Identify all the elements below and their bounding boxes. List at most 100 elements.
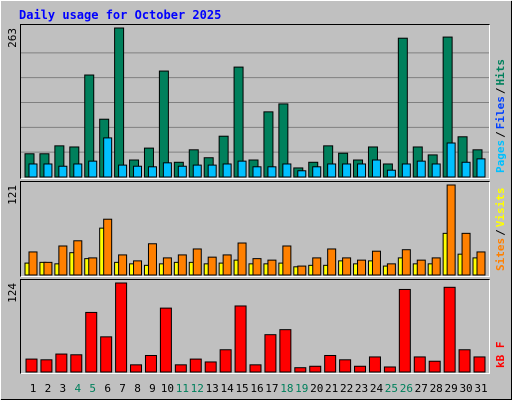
bar [461, 232, 471, 276]
panel [20, 279, 490, 374]
panel-border-dark [20, 279, 490, 374]
x-tick-label: 25 [385, 382, 398, 395]
bar [40, 359, 53, 373]
bar [43, 261, 53, 276]
legend: Pages/Files/Hits [494, 59, 507, 173]
bar [177, 165, 187, 178]
x-tick-label: 11 [176, 382, 189, 395]
bar [446, 142, 456, 178]
y-tick-label: 263 [6, 28, 19, 48]
bar [327, 163, 337, 178]
bar [282, 245, 292, 276]
legend: kB F [494, 342, 507, 369]
panel-border-dark [20, 181, 490, 277]
bar [114, 27, 125, 178]
bar [237, 160, 247, 178]
bar [461, 161, 471, 178]
x-tick-label: 1 [30, 382, 37, 395]
bar [446, 184, 456, 276]
x-tick-label: 14 [221, 382, 235, 395]
panel-border-light [21, 280, 490, 374]
bar [371, 250, 381, 276]
bar [386, 263, 396, 276]
x-tick-label: 23 [355, 382, 368, 395]
panel-border-light [21, 25, 490, 179]
bar [458, 349, 471, 373]
bar [413, 356, 426, 373]
legend-item: Files [494, 96, 507, 129]
bar [267, 259, 277, 276]
bar [357, 163, 367, 178]
legend-separator: / [494, 229, 507, 236]
x-tick-label: 27 [415, 382, 428, 395]
x-tick-label: 16 [250, 382, 263, 395]
bar [398, 288, 411, 373]
x-tick-label: 7 [119, 382, 126, 395]
x-tick-label: 30 [459, 382, 472, 395]
bar [354, 365, 367, 373]
x-tick-label: 22 [340, 382, 353, 395]
bar [147, 243, 157, 276]
bar [159, 307, 172, 373]
bar [327, 248, 337, 276]
bar [73, 240, 83, 276]
bar [118, 164, 128, 178]
bar [416, 160, 426, 178]
bar [264, 334, 277, 373]
bar [207, 164, 217, 178]
bar [234, 305, 247, 373]
x-tick-label: 5 [89, 382, 96, 395]
bar [431, 257, 441, 276]
bar [222, 254, 232, 276]
x-tick-label: 2 [45, 382, 52, 395]
bar [397, 37, 408, 178]
bar [70, 354, 83, 373]
bar [297, 265, 307, 276]
bar [279, 329, 292, 373]
bar [339, 359, 352, 373]
bar [88, 257, 98, 276]
bar [252, 166, 262, 178]
bar [309, 365, 322, 373]
x-tick-label: 12 [191, 382, 204, 395]
bar [312, 166, 322, 178]
x-tick-label: 3 [60, 382, 67, 395]
bar [133, 165, 143, 178]
legend-separator: / [494, 87, 507, 94]
bar [58, 165, 68, 178]
x-tick-label: 9 [149, 382, 156, 395]
bar [324, 354, 337, 373]
bar [371, 159, 381, 178]
bar [249, 364, 262, 373]
bar [55, 353, 68, 373]
bar [28, 163, 38, 178]
x-tick-label: 26 [400, 382, 413, 395]
bar [177, 254, 187, 276]
bar [207, 256, 217, 276]
legend-item: Visits [494, 188, 507, 228]
bar [162, 162, 172, 178]
x-tick-label: 29 [445, 382, 458, 395]
bar [428, 360, 441, 373]
bar [158, 70, 169, 178]
x-tick-label: 17 [265, 382, 278, 395]
bar [147, 166, 157, 178]
bar [237, 242, 247, 276]
bar [416, 259, 426, 276]
x-tick-label: 21 [325, 382, 338, 395]
legend-item: Hits [494, 59, 507, 86]
bar [383, 366, 396, 373]
bar [189, 358, 202, 373]
panel [20, 24, 490, 179]
legend-separator: / [494, 131, 507, 138]
x-tick-label: 20 [310, 382, 323, 395]
bar [252, 258, 262, 276]
bar [267, 166, 277, 178]
x-tick-label: 8 [134, 382, 141, 395]
x-tick-label: 19 [295, 382, 308, 395]
bar [368, 356, 381, 373]
bar [443, 286, 456, 373]
bar [28, 251, 38, 276]
